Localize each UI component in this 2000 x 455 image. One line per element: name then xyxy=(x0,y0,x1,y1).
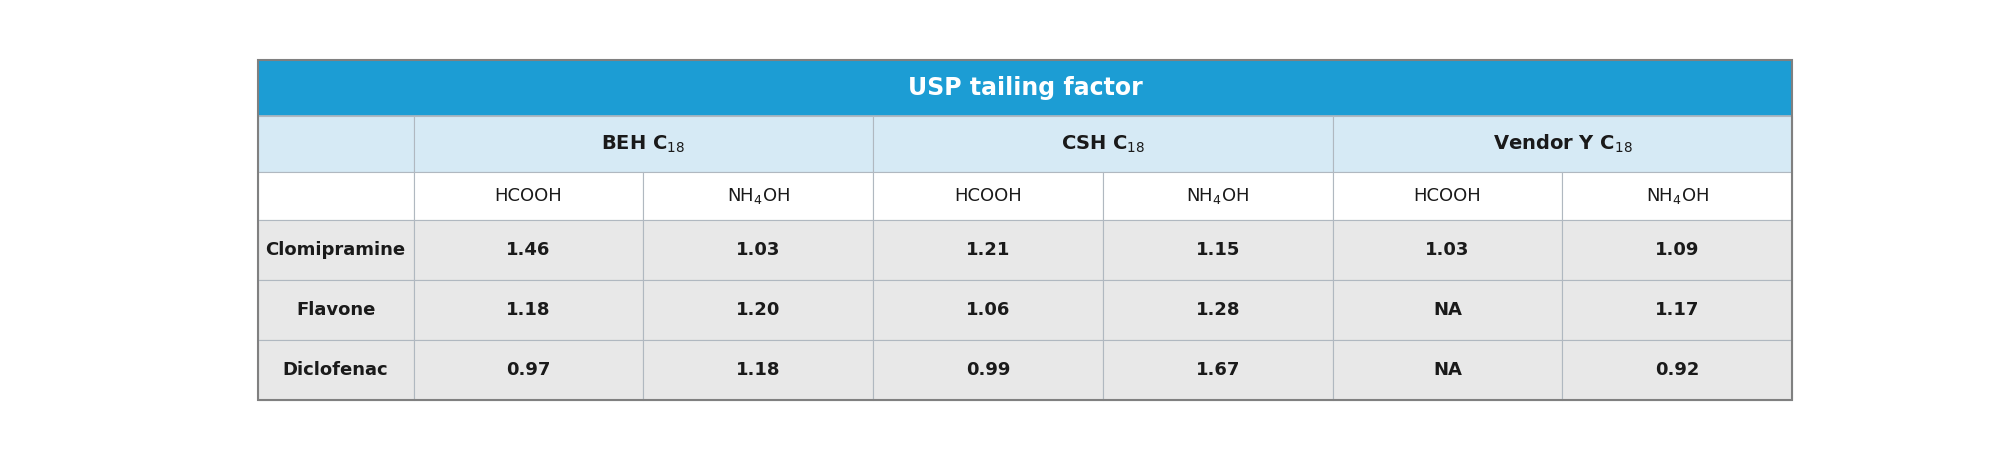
Text: 1.20: 1.20 xyxy=(736,301,780,319)
Text: 1.15: 1.15 xyxy=(1196,241,1240,259)
Bar xyxy=(1332,116,1792,172)
Text: 1.46: 1.46 xyxy=(506,241,550,259)
Text: NA: NA xyxy=(1434,361,1462,379)
Bar xyxy=(258,60,1792,116)
Bar xyxy=(874,172,1102,220)
Bar xyxy=(1102,220,1332,280)
Text: Flavone: Flavone xyxy=(296,301,376,319)
Text: HCOOH: HCOOH xyxy=(1414,187,1482,205)
Text: 1.28: 1.28 xyxy=(1196,301,1240,319)
Bar xyxy=(1562,172,1792,220)
Bar xyxy=(1562,340,1792,399)
Text: 1.03: 1.03 xyxy=(736,241,780,259)
Text: 1.18: 1.18 xyxy=(736,361,780,379)
Text: HCOOH: HCOOH xyxy=(494,187,562,205)
Text: NA: NA xyxy=(1434,301,1462,319)
Bar xyxy=(644,340,874,399)
Text: Diclofenac: Diclofenac xyxy=(282,361,388,379)
Text: 0.92: 0.92 xyxy=(1656,361,1700,379)
Bar xyxy=(414,116,874,172)
Text: Clomipramine: Clomipramine xyxy=(266,241,406,259)
Text: 1.06: 1.06 xyxy=(966,301,1010,319)
Text: CSH C$_{18}$: CSH C$_{18}$ xyxy=(1060,133,1146,155)
Text: USP tailing factor: USP tailing factor xyxy=(908,76,1142,100)
Text: 1.03: 1.03 xyxy=(1426,241,1470,259)
Bar xyxy=(258,340,414,399)
Bar xyxy=(874,116,1332,172)
Bar xyxy=(1102,280,1332,340)
Bar xyxy=(1102,172,1332,220)
Bar xyxy=(874,280,1102,340)
Bar xyxy=(1332,280,1562,340)
Text: 1.17: 1.17 xyxy=(1656,301,1700,319)
Text: 1.67: 1.67 xyxy=(1196,361,1240,379)
Bar xyxy=(644,172,874,220)
Bar xyxy=(874,340,1102,399)
Bar xyxy=(258,220,414,280)
Text: NH$_4$OH: NH$_4$OH xyxy=(1186,186,1250,206)
Bar xyxy=(874,220,1102,280)
Bar xyxy=(258,116,414,172)
Bar xyxy=(258,280,414,340)
Bar xyxy=(414,280,644,340)
Text: NH$_4$OH: NH$_4$OH xyxy=(726,186,790,206)
Bar xyxy=(1102,340,1332,399)
Bar xyxy=(1332,340,1562,399)
Bar xyxy=(1332,220,1562,280)
Text: 1.18: 1.18 xyxy=(506,301,550,319)
Text: 1.09: 1.09 xyxy=(1656,241,1700,259)
Text: Vendor Y C$_{18}$: Vendor Y C$_{18}$ xyxy=(1492,133,1632,155)
Bar xyxy=(414,340,644,399)
Text: NH$_4$OH: NH$_4$OH xyxy=(1646,186,1708,206)
Bar xyxy=(414,220,644,280)
Text: 1.21: 1.21 xyxy=(966,241,1010,259)
Text: HCOOH: HCOOH xyxy=(954,187,1022,205)
Bar xyxy=(644,220,874,280)
Bar xyxy=(258,172,414,220)
Text: 0.99: 0.99 xyxy=(966,361,1010,379)
Bar xyxy=(644,280,874,340)
Bar xyxy=(1562,220,1792,280)
Bar xyxy=(414,172,644,220)
Text: BEH C$_{18}$: BEH C$_{18}$ xyxy=(602,133,686,155)
Bar xyxy=(1562,280,1792,340)
Text: 0.97: 0.97 xyxy=(506,361,550,379)
Bar xyxy=(1332,172,1562,220)
